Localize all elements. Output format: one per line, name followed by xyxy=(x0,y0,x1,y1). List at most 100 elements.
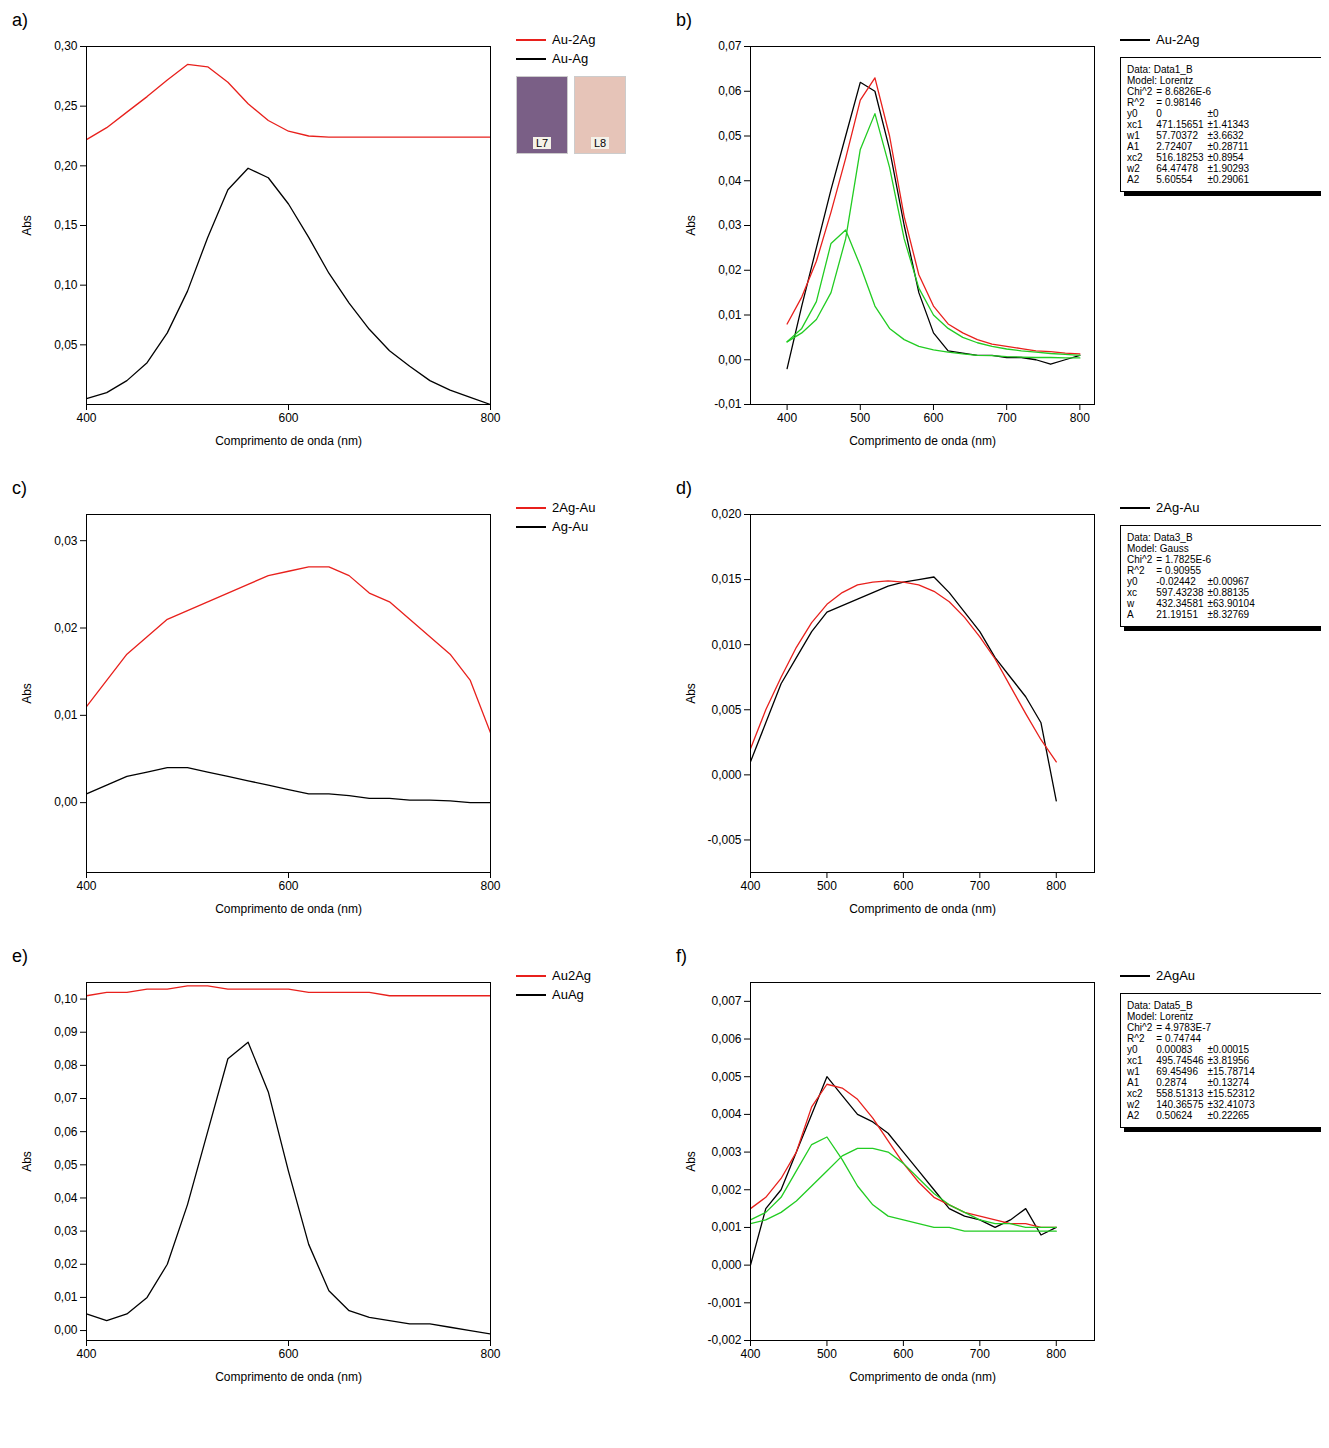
svg-text:400: 400 xyxy=(76,879,96,893)
svg-text:0,04: 0,04 xyxy=(718,174,742,188)
svg-text:600: 600 xyxy=(278,411,298,425)
html-text:L7: L7 xyxy=(535,137,549,149)
html-text:Au2Ag: Au2Ag xyxy=(552,968,591,983)
svg-text:700: 700 xyxy=(970,879,990,893)
svg-text:0,003: 0,003 xyxy=(711,1145,741,1159)
svg-text:Comprimento de onda (nm): Comprimento de onda (nm) xyxy=(849,1370,996,1384)
svg-text:Comprimento de onda (nm): Comprimento de onda (nm) xyxy=(215,902,362,916)
svg-text:0,15: 0,15 xyxy=(54,218,78,232)
svg-text:0,002: 0,002 xyxy=(711,1183,741,1197)
svg-text:Comprimento de onda (nm): Comprimento de onda (nm) xyxy=(849,902,996,916)
svg-text:0,09: 0,09 xyxy=(54,1025,78,1039)
svg-text:0,02: 0,02 xyxy=(54,1257,78,1271)
svg-text:0,03: 0,03 xyxy=(54,534,78,548)
svg-text:600: 600 xyxy=(893,879,913,893)
svg-text:0,07: 0,07 xyxy=(718,39,742,53)
svg-text:800: 800 xyxy=(480,1347,500,1361)
html-text:c): c) xyxy=(12,478,27,498)
svg-text:0,08: 0,08 xyxy=(54,1058,78,1072)
svg-text:0,05: 0,05 xyxy=(54,1158,78,1172)
svg-text:0,10: 0,10 xyxy=(54,992,78,1006)
svg-text:Abs: Abs xyxy=(20,1151,34,1172)
html-text:Au-2Ag: Au-2Ag xyxy=(552,32,596,47)
svg-text:Abs: Abs xyxy=(684,215,698,236)
svg-text:0,00: 0,00 xyxy=(718,353,742,367)
svg-text:Abs: Abs xyxy=(684,683,698,704)
svg-text:800: 800 xyxy=(1046,1347,1066,1361)
html-text:Ag-Au: Ag-Au xyxy=(552,519,589,534)
svg-text:0,10: 0,10 xyxy=(54,278,78,292)
svg-text:Comprimento de onda (nm): Comprimento de onda (nm) xyxy=(215,1370,362,1384)
html-text:Au-Ag: Au-Ag xyxy=(552,51,589,66)
svg-text:Comprimento de onda (nm): Comprimento de onda (nm) xyxy=(215,434,362,448)
svg-text:0,25: 0,25 xyxy=(54,99,78,113)
svg-text:400: 400 xyxy=(76,411,96,425)
svg-text:0,02: 0,02 xyxy=(54,621,78,635)
svg-text:0,20: 0,20 xyxy=(54,159,78,173)
html-text:L8: L8 xyxy=(593,137,607,149)
svg-text:0,01: 0,01 xyxy=(54,708,78,722)
html-text:AuAg: AuAg xyxy=(552,987,584,1002)
svg-text:500: 500 xyxy=(817,1347,837,1361)
svg-text:0,001: 0,001 xyxy=(711,1220,741,1234)
svg-text:600: 600 xyxy=(893,1347,913,1361)
svg-text:0,06: 0,06 xyxy=(54,1125,78,1139)
svg-text:0,005: 0,005 xyxy=(711,703,741,717)
svg-text:500: 500 xyxy=(817,879,837,893)
svg-text:700: 700 xyxy=(997,411,1017,425)
svg-text:600: 600 xyxy=(923,411,943,425)
svg-text:Abs: Abs xyxy=(684,1151,698,1172)
svg-text:-0,01: -0,01 xyxy=(714,397,742,411)
svg-text:0,01: 0,01 xyxy=(718,308,742,322)
html-text:Au-2Ag: Au-2Ag xyxy=(1156,32,1200,47)
svg-text:0,30: 0,30 xyxy=(54,39,78,53)
html-text:2Ag-Au: 2Ag-Au xyxy=(552,500,596,515)
svg-text:0,04: 0,04 xyxy=(54,1191,78,1205)
html-text:a): a) xyxy=(12,10,28,30)
svg-text:0,05: 0,05 xyxy=(54,338,78,352)
html-text:e): e) xyxy=(12,946,28,966)
html-text:b): b) xyxy=(676,10,692,30)
svg-text:0,07: 0,07 xyxy=(54,1091,78,1105)
svg-text:800: 800 xyxy=(1070,411,1090,425)
svg-text:-0,001: -0,001 xyxy=(707,1296,741,1310)
svg-text:0,03: 0,03 xyxy=(718,218,742,232)
svg-text:600: 600 xyxy=(278,1347,298,1361)
svg-text:Abs: Abs xyxy=(20,215,34,236)
svg-text:0,05: 0,05 xyxy=(718,129,742,143)
svg-text:0,004: 0,004 xyxy=(711,1107,741,1121)
svg-text:600: 600 xyxy=(278,879,298,893)
svg-text:0,03: 0,03 xyxy=(54,1224,78,1238)
svg-text:0,00: 0,00 xyxy=(54,795,78,809)
svg-text:0,015: 0,015 xyxy=(711,572,741,586)
svg-text:0,01: 0,01 xyxy=(54,1290,78,1304)
svg-text:0,000: 0,000 xyxy=(711,1258,741,1272)
svg-text:800: 800 xyxy=(1046,879,1066,893)
html-text:2Ag-Au: 2Ag-Au xyxy=(1156,500,1200,515)
svg-text:0,010: 0,010 xyxy=(711,638,741,652)
svg-text:400: 400 xyxy=(777,411,797,425)
svg-text:0,020: 0,020 xyxy=(711,507,741,521)
svg-text:-0,005: -0,005 xyxy=(707,833,741,847)
svg-text:0,006: 0,006 xyxy=(711,1032,741,1046)
svg-text:0,007: 0,007 xyxy=(711,994,741,1008)
svg-text:800: 800 xyxy=(480,879,500,893)
svg-text:500: 500 xyxy=(850,411,870,425)
svg-text:-0,002: -0,002 xyxy=(707,1333,741,1347)
svg-text:700: 700 xyxy=(970,1347,990,1361)
html-text:2AgAu: 2AgAu xyxy=(1156,968,1195,983)
svg-text:400: 400 xyxy=(740,1347,760,1361)
html-text:Model: Lorentz: Model: Lorentz xyxy=(1127,75,1194,86)
svg-text:800: 800 xyxy=(480,411,500,425)
svg-text:0,005: 0,005 xyxy=(711,1070,741,1084)
svg-text:0,000: 0,000 xyxy=(711,768,741,782)
svg-text:400: 400 xyxy=(76,1347,96,1361)
svg-text:0,06: 0,06 xyxy=(718,84,742,98)
svg-text:Comprimento de onda (nm): Comprimento de onda (nm) xyxy=(849,434,996,448)
svg-text:0,02: 0,02 xyxy=(718,263,742,277)
svg-text:400: 400 xyxy=(740,879,760,893)
html-text:Data: Data1_B: Data: Data1_B xyxy=(1127,64,1193,75)
svg-text:0,00: 0,00 xyxy=(54,1323,78,1337)
html-text:d): d) xyxy=(676,478,692,498)
svg-text:Abs: Abs xyxy=(20,683,34,704)
